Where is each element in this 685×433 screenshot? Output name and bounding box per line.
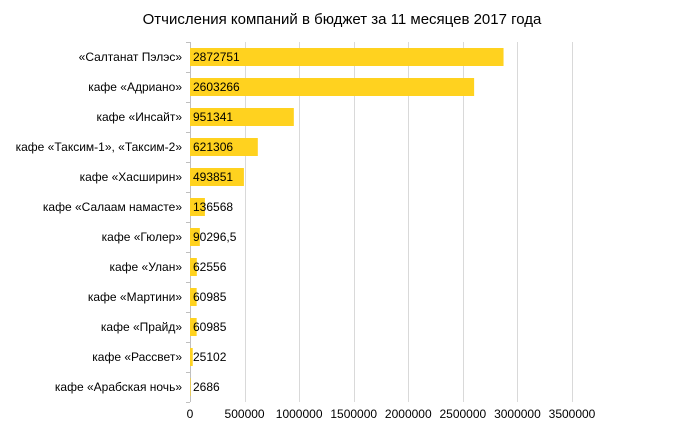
category-label: «Салтанат Пэлэс» bbox=[79, 50, 183, 64]
category-label: кафе «Инсайт» bbox=[96, 110, 182, 124]
x-tick-label: 3000000 bbox=[494, 407, 541, 421]
bar bbox=[190, 288, 197, 306]
category-label: кафе «Адриано» bbox=[88, 80, 182, 94]
data-label: 2686 bbox=[193, 380, 220, 394]
data-labels: 2872751 2603266 951341 621306 493851 136568 90… bbox=[193, 50, 240, 394]
data-label: 493851 bbox=[193, 170, 233, 184]
chart-title: Отчисления компаний в бюджет за 11 месяц… bbox=[143, 11, 542, 28]
data-label: 951341 bbox=[193, 110, 233, 124]
x-tick-label: 1500000 bbox=[330, 407, 377, 421]
bar bbox=[190, 108, 294, 126]
x-tick-label: 0 bbox=[187, 407, 194, 421]
category-label: кафе «Рассвет» bbox=[92, 350, 182, 364]
bar bbox=[190, 168, 244, 186]
data-label: 90296,5 bbox=[193, 230, 237, 244]
bar bbox=[190, 138, 258, 156]
data-label: 60985 bbox=[193, 320, 227, 334]
data-label: 60985 bbox=[193, 290, 227, 304]
bars bbox=[190, 48, 504, 396]
category-label: кафе «Мартини» bbox=[88, 290, 182, 304]
bar bbox=[190, 378, 191, 396]
category-label: кафе «Арабская ночь» bbox=[55, 380, 182, 394]
category-label: кафе «Таксим-1», «Таксим-2» bbox=[16, 140, 183, 154]
data-label: 62556 bbox=[193, 260, 227, 274]
bar bbox=[190, 228, 200, 246]
x-tick-labels: 0 500000 1000000 1500000 2000000 2500000 30000… bbox=[187, 407, 596, 421]
category-label: кафе «Улан» bbox=[109, 260, 182, 274]
x-tick-label: 1000000 bbox=[276, 407, 323, 421]
data-label: 25102 bbox=[193, 350, 227, 364]
category-labels: «Салтанат Пэлэс» кафе «Адриано» кафе «Инса… bbox=[16, 50, 183, 394]
category-label: кафе «Прайд» bbox=[101, 320, 182, 334]
data-label: 621306 bbox=[193, 140, 233, 154]
data-label: 2603266 bbox=[193, 80, 240, 94]
x-tick-label: 2000000 bbox=[385, 407, 432, 421]
data-label: 136568 bbox=[193, 200, 233, 214]
category-label: кафе «Хасширин» bbox=[80, 170, 183, 184]
x-tick-label: 500000 bbox=[225, 407, 265, 421]
x-tick-label: 3500000 bbox=[549, 407, 596, 421]
bar bbox=[190, 78, 475, 96]
category-label: кафе «Гюлер» bbox=[102, 230, 183, 244]
bar bbox=[190, 258, 197, 276]
data-label: 2872751 bbox=[193, 50, 240, 64]
x-tick-label: 2500000 bbox=[439, 407, 486, 421]
bar bbox=[190, 48, 504, 66]
category-label: кафе «Салаам намасте» bbox=[43, 200, 182, 214]
grid-lines bbox=[186, 42, 573, 403]
bar bbox=[190, 198, 205, 216]
bar bbox=[190, 318, 197, 336]
bar bbox=[190, 348, 193, 366]
